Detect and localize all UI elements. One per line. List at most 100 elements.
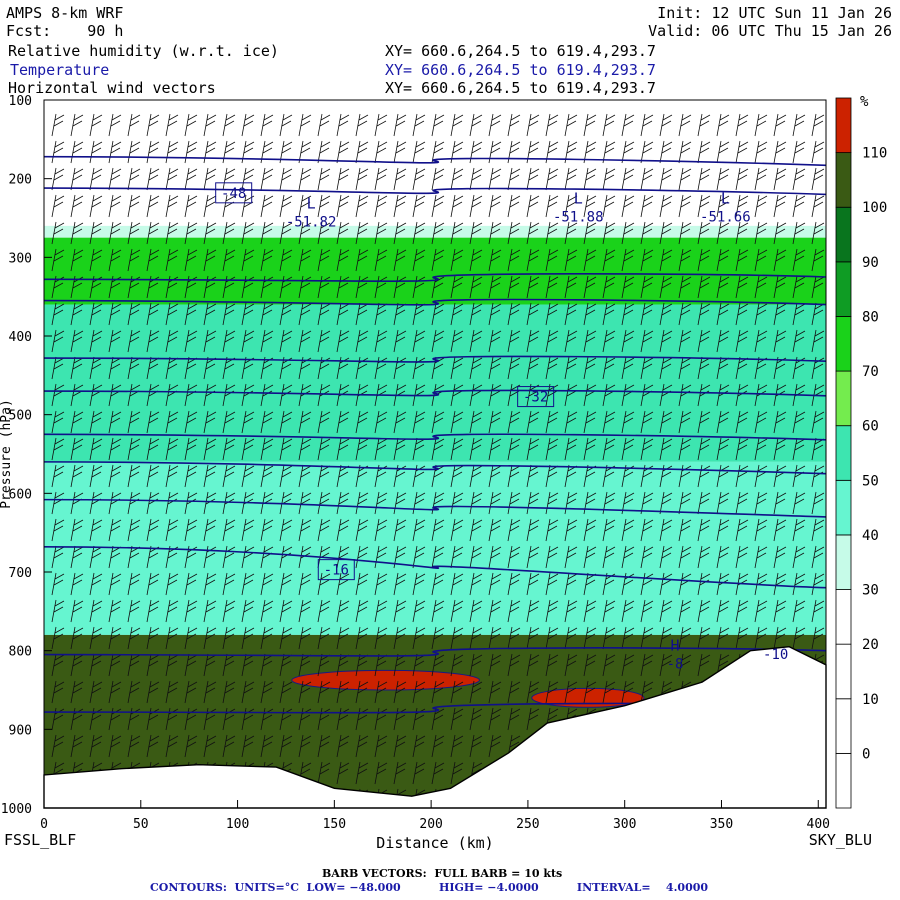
wind-barb [412, 734, 426, 758]
colorbar-tick-label: 40 [862, 528, 879, 544]
wind-barb [374, 734, 388, 758]
wind-barb [659, 248, 673, 272]
wind-barb [450, 248, 464, 272]
wind-barb [526, 248, 540, 272]
wind-barb [184, 437, 198, 461]
rh-layer-upper-moist [44, 237, 826, 305]
wind-barb [127, 248, 141, 272]
wind-barb [469, 518, 483, 542]
wind-barb [412, 626, 426, 650]
y-tick-label: 500 [9, 409, 32, 424]
colorbar-swatch [835, 97, 852, 154]
wind-barb [583, 545, 597, 569]
wind-barb [450, 626, 464, 650]
wind-barb [222, 248, 236, 272]
wind-barb [222, 113, 236, 137]
wind-barb [716, 167, 730, 191]
wind-barb [241, 329, 255, 353]
wind-barb [279, 302, 293, 326]
wind-barb [355, 491, 369, 515]
wind-barb [564, 275, 578, 299]
wind-barb [260, 572, 274, 596]
wind-barb [165, 464, 179, 488]
wind-barb [317, 437, 331, 461]
wind-barb [127, 410, 141, 434]
wind-barb [507, 356, 521, 380]
wind-barb [165, 248, 179, 272]
wind-barb [469, 302, 483, 326]
wind-barb [602, 248, 616, 272]
wind-barb [735, 437, 749, 461]
wind-barb [336, 221, 350, 245]
wind-barb [716, 275, 730, 299]
wind-barb [260, 518, 274, 542]
temperature-contour [44, 155, 826, 167]
wind-barb [469, 194, 483, 218]
wind-barb [222, 221, 236, 245]
wind-barb [659, 221, 673, 245]
wind-barb [127, 680, 141, 704]
wind-barb [336, 734, 350, 758]
wind-barb [393, 329, 407, 353]
wind-barb [412, 761, 426, 785]
wind-barb [260, 167, 274, 191]
wind-barb [108, 140, 122, 164]
wind-barb [792, 140, 806, 164]
wind-barb [51, 410, 65, 434]
wind-barb [469, 626, 483, 650]
wind-barb [70, 194, 84, 218]
wind-barb [184, 221, 198, 245]
wind-barb [640, 545, 654, 569]
x-tick-label: 400 [807, 817, 830, 832]
wind-barb [602, 626, 616, 650]
wind-barb [431, 680, 445, 704]
wind-barb [602, 410, 616, 434]
wind-barb [431, 437, 445, 461]
wind-barb [108, 599, 122, 623]
wind-barb [279, 167, 293, 191]
wind-barb [811, 275, 825, 299]
wind-barb [51, 653, 65, 677]
wind-barb [545, 545, 559, 569]
wind-barb [374, 248, 388, 272]
wind-barb [203, 518, 217, 542]
wind-barb [184, 653, 198, 677]
wind-barb [70, 572, 84, 596]
wind-barb [678, 248, 692, 272]
wind-barb [412, 545, 426, 569]
wind-barb [317, 761, 331, 785]
wind-barb [146, 680, 160, 704]
wind-barb [412, 329, 426, 353]
wind-barb [127, 302, 141, 326]
wind-barb [545, 302, 559, 326]
wind-barb [564, 599, 578, 623]
wind-barb [317, 221, 331, 245]
wind-barb [488, 626, 502, 650]
wind-barb [621, 653, 635, 677]
wind-barb [260, 221, 274, 245]
colorbar-tick-label: 110 [862, 146, 887, 162]
wind-barb [108, 653, 122, 677]
init-time: Init: 12 UTC Sun 11 Jan 26 [657, 4, 892, 22]
wind-barb [697, 653, 711, 677]
wind-barb [336, 599, 350, 623]
wind-barb [222, 140, 236, 164]
wind-barb [393, 572, 407, 596]
wind-barb [127, 572, 141, 596]
wind-barb [545, 491, 559, 515]
wind-barb [754, 113, 768, 137]
wind-barb [51, 437, 65, 461]
colorbar-swatch [835, 534, 852, 590]
plot-frame [43, 99, 827, 809]
wind-barb [89, 518, 103, 542]
wind-barb [469, 383, 483, 407]
wind-barb [241, 680, 255, 704]
wind-barb [51, 545, 65, 569]
temperature-contour [44, 273, 826, 282]
extremum-value: -51.82 [286, 214, 337, 230]
wind-barb [469, 707, 483, 731]
wind-barb [792, 599, 806, 623]
wind-barb [697, 302, 711, 326]
wind-barb [336, 518, 350, 542]
wind-barb [526, 113, 540, 137]
